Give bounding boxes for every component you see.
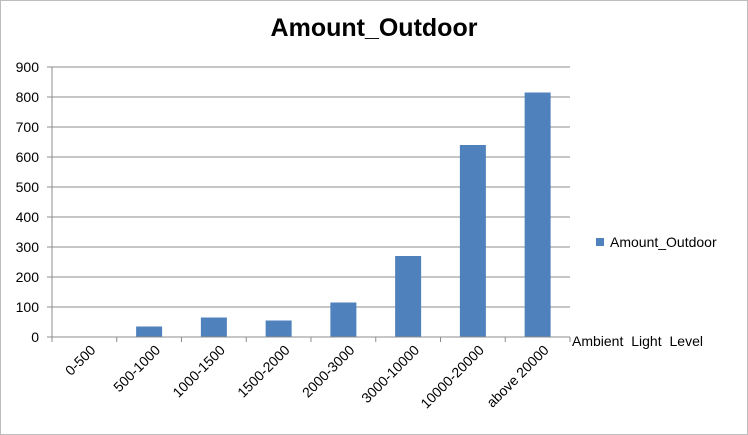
y-tick-label: 300 <box>16 239 40 255</box>
y-tick-label: 600 <box>16 149 40 165</box>
y-tick-label: 500 <box>16 179 40 195</box>
x-tick-label: 1500-2000 <box>234 342 293 401</box>
bars <box>136 92 551 337</box>
y-tick-label: 900 <box>16 59 40 75</box>
x-tick-label: above 20000 <box>483 342 552 411</box>
bar-3000-10000 <box>395 256 422 337</box>
legend: Amount_Outdoor <box>596 234 717 250</box>
x-tick-label: 500-1000 <box>110 342 163 395</box>
x-tick-labels: 0-500 500-1000 1000-1500 1500-2000 2000-3000… <box>62 342 552 412</box>
chart-title: Amount_Outdoor <box>270 14 478 42</box>
bar-above 20000 <box>524 92 551 337</box>
x-tick-label: 2000-3000 <box>299 342 358 401</box>
y-tick-label: 0 <box>31 329 39 345</box>
gridlines <box>52 66 570 308</box>
legend-swatch <box>596 238 604 246</box>
bar-1000-1500 <box>200 317 227 337</box>
bar-2000-3000 <box>330 302 357 337</box>
y-tick-label: 100 <box>16 299 40 315</box>
bar-500-1000 <box>136 326 163 337</box>
y-tick-label: 800 <box>16 89 40 105</box>
y-tick-label: 400 <box>16 209 40 225</box>
axes <box>47 66 571 342</box>
x-axis-label: Ambient Light Level <box>572 333 703 349</box>
x-tick-label: 10000-20000 <box>417 342 487 412</box>
legend-label: Amount_Outdoor <box>610 234 717 250</box>
x-tick-label: 3000-10000 <box>358 342 422 406</box>
y-tick-label: 700 <box>16 119 40 135</box>
bar-1500-2000 <box>265 320 292 337</box>
x-tick-label: 1000-1500 <box>169 342 228 401</box>
x-tick-label: 0-500 <box>62 342 99 379</box>
bar-10000-20000 <box>459 145 486 337</box>
y-tick-label: 200 <box>16 269 40 285</box>
y-tick-labels: 0 100 200 300 400 500 600 700 800 900 <box>16 59 40 345</box>
